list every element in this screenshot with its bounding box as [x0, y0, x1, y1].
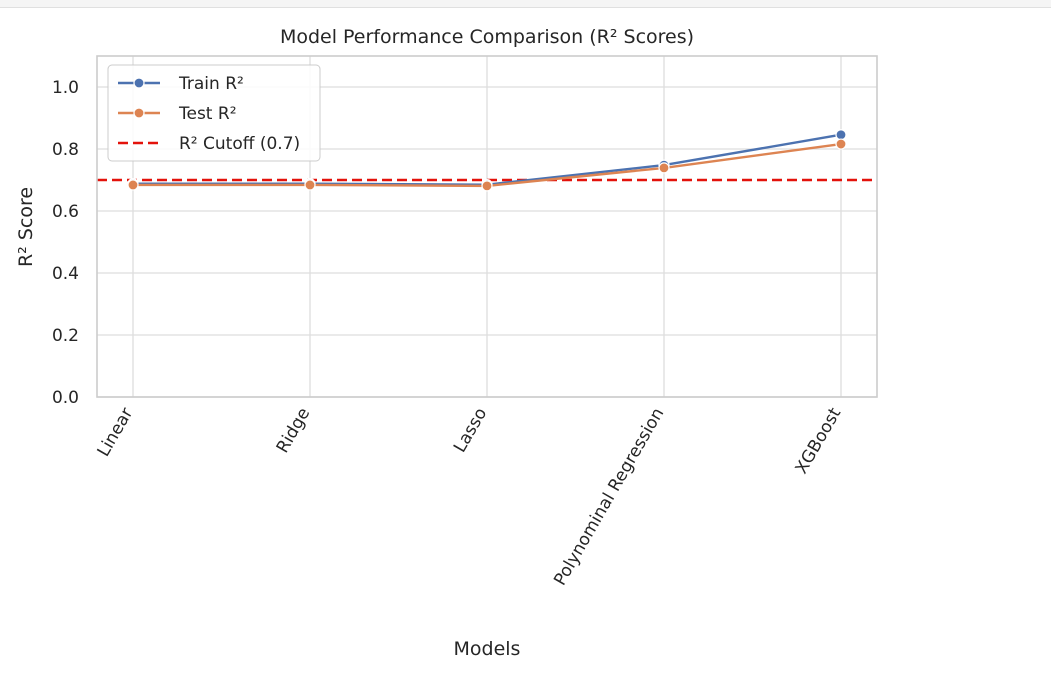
data-point-test	[835, 138, 847, 150]
y-tick-label: 0.2	[52, 326, 79, 346]
data-point-test	[304, 179, 316, 191]
legend-item-test-marker	[133, 107, 145, 119]
x-tick-label: Lasso	[450, 405, 491, 457]
y-tick-label: 0.4	[52, 264, 79, 284]
x-tick-label: Polynominal Regression	[550, 405, 668, 590]
data-point-test	[481, 180, 493, 192]
y-axis-label: R² Score	[15, 187, 37, 267]
data-point-train	[835, 129, 847, 141]
x-axis-label: Models	[454, 638, 521, 660]
x-tick-labels: Linear Ridge Lasso Polynominal Regression XG…	[94, 404, 846, 589]
y-tick-label: 1.0	[52, 78, 79, 98]
y-tick-label: 0.8	[52, 140, 79, 160]
legend-box	[107, 64, 321, 162]
y-tick-label: 0.6	[52, 202, 79, 222]
plot-frame	[96, 55, 878, 398]
y-tick-label: 0.0	[52, 388, 79, 408]
legend-item-train-marker	[133, 77, 145, 89]
legend-item-cutoff-label: R² Cutoff (0.7)	[179, 134, 300, 154]
series-layer	[127, 129, 847, 192]
data-point-test	[127, 179, 139, 191]
y-tick-labels: 0.0 0.2 0.4 0.6 0.8 1.0	[52, 78, 79, 408]
top-toolbar-strip	[0, 0, 1051, 8]
legend: Train R² Test R² R² Cutoff (0.7)	[107, 64, 321, 162]
legend-item-train-label: Train R²	[178, 74, 244, 94]
data-point-test	[658, 162, 670, 174]
legend-item-test-label: Test R²	[178, 104, 237, 124]
chart-title: Model Performance Comparison (R² Scores)	[280, 26, 694, 48]
x-tick-label: Ridge	[273, 405, 315, 457]
x-tick-label: Linear	[94, 404, 138, 460]
x-tick-label: XGBoost	[792, 404, 846, 477]
